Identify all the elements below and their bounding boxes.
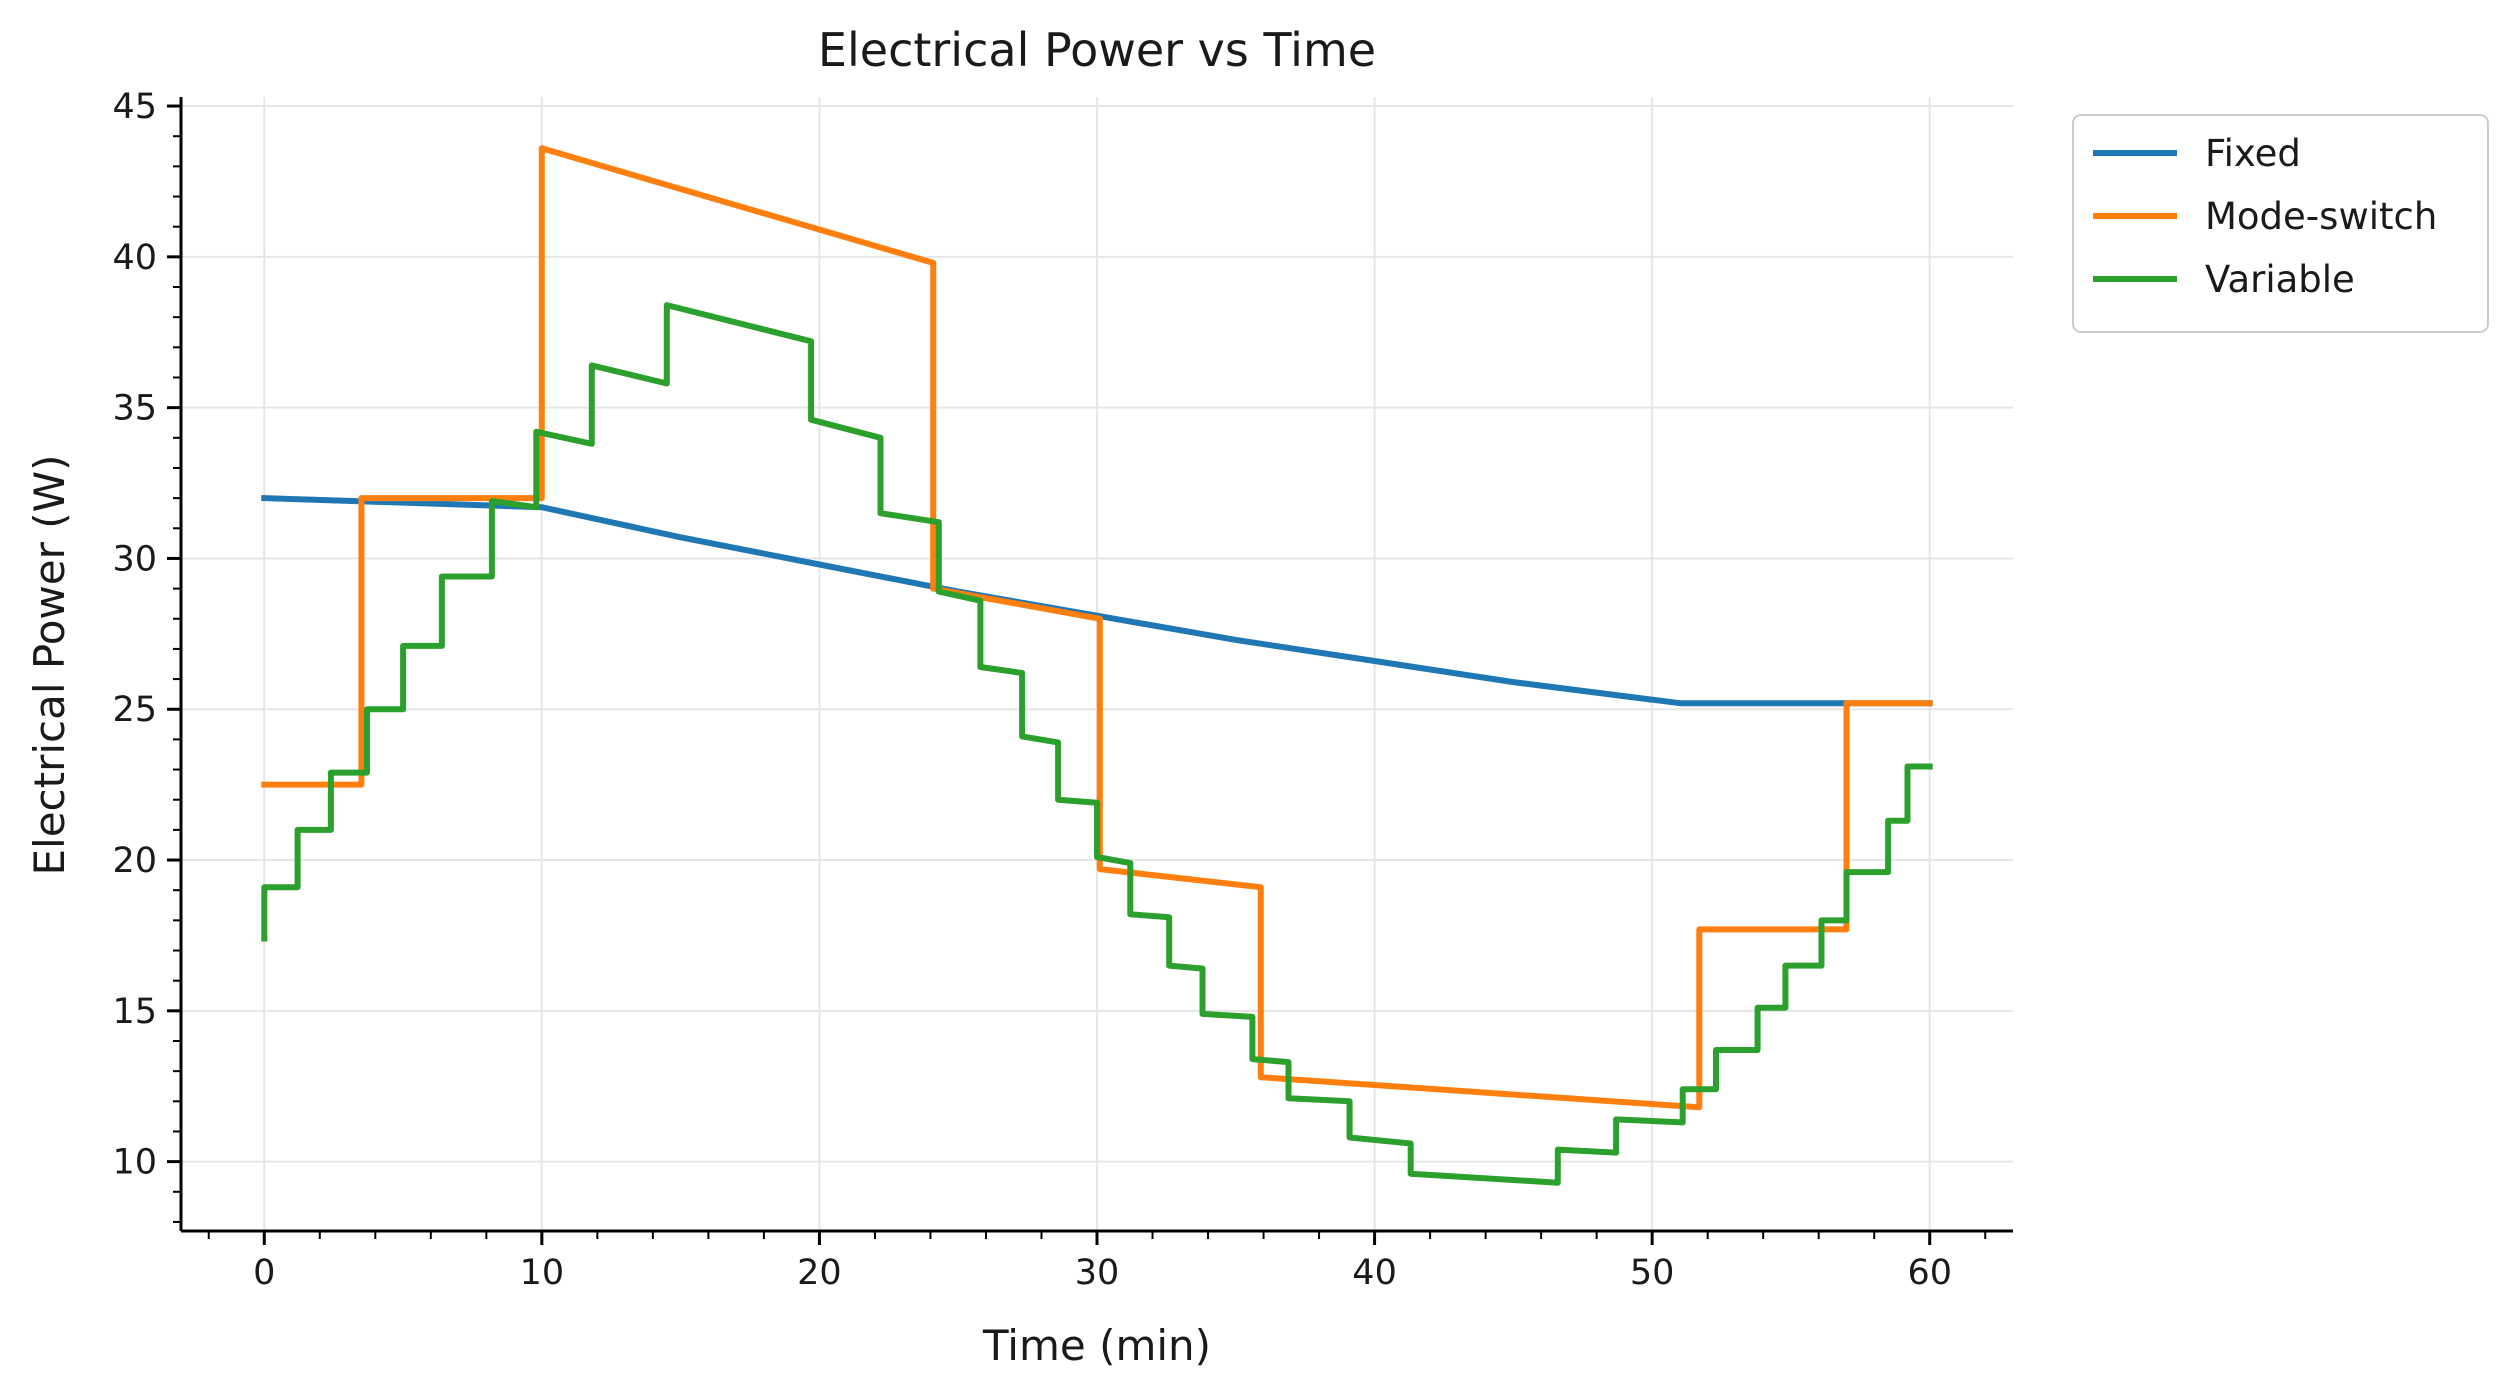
x-tick-label: 0 [253, 1253, 275, 1293]
y-axis-label: Electrical Power (W) [25, 454, 74, 875]
legend-label: Variable [2205, 258, 2355, 301]
y-tick-label: 25 [112, 690, 157, 730]
x-tick-label: 60 [1907, 1253, 1952, 1293]
y-tick-label: 15 [112, 992, 157, 1032]
chart-title: Electrical Power vs Time [818, 23, 1376, 77]
legend-label: Fixed [2205, 132, 2301, 175]
x-tick-label: 10 [520, 1253, 565, 1293]
y-tick-label: 20 [112, 841, 157, 881]
x-axis-label: Time (min) [982, 1321, 1211, 1370]
legend: Fixed Mode-switch Variable [2072, 114, 2489, 333]
series-group [261, 145, 1933, 1186]
x-tick-label: 40 [1352, 1253, 1397, 1293]
y-tick-label: 10 [112, 1143, 157, 1183]
legend-label: Mode-switch [2205, 195, 2437, 238]
y-tick-label: 40 [112, 238, 157, 278]
x-tick-label: 50 [1630, 1253, 1675, 1293]
y-tick-label: 35 [112, 389, 157, 429]
series-line-mode-switch [261, 145, 1933, 1111]
axes: 0 10 20 30 40 50 60 10 15 20 25 30 35 40 45 [112, 87, 2013, 1293]
y-tick-label: 45 [112, 87, 157, 127]
x-tick-label: 20 [797, 1253, 842, 1293]
x-tick-label: 30 [1075, 1253, 1120, 1293]
series-line-variable [261, 302, 1933, 1186]
y-tick-label: 30 [112, 539, 157, 579]
